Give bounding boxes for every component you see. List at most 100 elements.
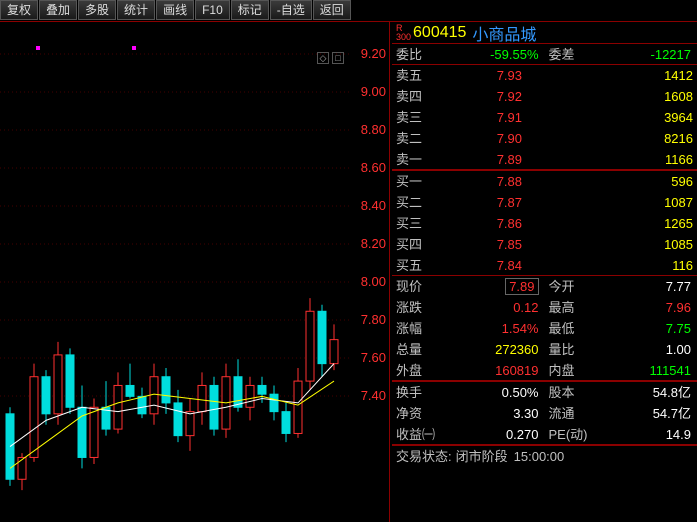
toolbar-button[interactable]: 画线 bbox=[156, 0, 194, 20]
order-row: 卖二7.908216 bbox=[392, 128, 697, 149]
stat-label: 今开 bbox=[545, 276, 589, 297]
order-price: 7.93 bbox=[436, 65, 526, 86]
order-label: 买四 bbox=[392, 234, 436, 255]
status-label: 交易状态: bbox=[396, 446, 452, 467]
stat-row: 净资3.30流通54.7亿 bbox=[392, 403, 697, 424]
stat-label: 内盘 bbox=[545, 360, 589, 380]
order-price: 7.90 bbox=[436, 128, 526, 149]
toolbar-button[interactable]: 复权 bbox=[0, 0, 38, 20]
order-volume: 1265 bbox=[526, 213, 697, 234]
candlestick-chart bbox=[0, 22, 350, 522]
stat-label: 量比 bbox=[545, 339, 589, 360]
order-row: 卖三7.913964 bbox=[392, 107, 697, 128]
stat-value: 7.96 bbox=[589, 297, 697, 318]
stat-value: 111541 bbox=[589, 360, 697, 380]
toolbar-button[interactable]: F10 bbox=[195, 0, 230, 20]
chart-control-icon[interactable]: □ bbox=[332, 52, 344, 64]
stat-value: 7.75 bbox=[589, 318, 697, 339]
stat-label: 总量 bbox=[392, 339, 436, 360]
yaxis-tick: 9.20 bbox=[351, 46, 386, 61]
toolbar-button[interactable]: 统计 bbox=[117, 0, 155, 20]
order-label: 买一 bbox=[392, 171, 436, 192]
order-row: 买一7.88596 bbox=[392, 171, 697, 192]
stock-title: R 300 600415 小商品城 bbox=[392, 22, 697, 44]
order-row: 卖四7.921608 bbox=[392, 86, 697, 107]
stat-value: 54.8亿 bbox=[589, 382, 697, 403]
order-volume: 1166 bbox=[526, 149, 697, 169]
order-row: 买四7.851085 bbox=[392, 234, 697, 255]
stat-row: 换手0.50%股本54.8亿 bbox=[392, 382, 697, 403]
quote-panel: R 300 600415 小商品城 委比 -59.55% 委差 -12217 卖… bbox=[390, 22, 697, 522]
commission-ratio-value: -59.55% bbox=[436, 44, 545, 64]
commission-diff-value: -12217 bbox=[589, 44, 697, 64]
stat-label: 外盘 bbox=[392, 360, 436, 380]
toolbar-button[interactable]: 多股 bbox=[78, 0, 116, 20]
stat-label: 最高 bbox=[545, 297, 589, 318]
stat-label: 最低 bbox=[545, 318, 589, 339]
yaxis-tick: 8.20 bbox=[351, 236, 386, 251]
order-volume: 1608 bbox=[526, 86, 697, 107]
stat-row: 总量272360量比1.00 bbox=[392, 339, 697, 360]
stat-label: 流通 bbox=[545, 403, 589, 424]
status-time: 15:00:00 bbox=[514, 446, 565, 467]
stat-label: 换手 bbox=[392, 382, 436, 403]
order-label: 卖五 bbox=[392, 65, 436, 86]
stat-row: 现价7.89今开7.77 bbox=[392, 276, 697, 297]
stat-label: 净资 bbox=[392, 403, 436, 424]
stock-code[interactable]: 600415 bbox=[413, 24, 466, 42]
order-volume: 1085 bbox=[526, 234, 697, 255]
order-volume: 116 bbox=[526, 255, 697, 275]
order-row: 买三7.861265 bbox=[392, 213, 697, 234]
order-row: 卖五7.931412 bbox=[392, 65, 697, 86]
status-value: 闭市阶段 bbox=[456, 446, 508, 467]
yaxis-tick: 7.40 bbox=[351, 388, 386, 403]
toolbar-button[interactable]: 返回 bbox=[313, 0, 351, 20]
stat-value: 14.9 bbox=[589, 424, 697, 444]
toolbar: 复权叠加多股统计画线F10标记-自选返回 bbox=[0, 0, 697, 22]
yaxis-tick: 8.60 bbox=[351, 160, 386, 175]
stat-row: 外盘160819内盘111541 bbox=[392, 360, 697, 381]
yaxis-tick: 7.60 bbox=[351, 350, 386, 365]
stock-name[interactable]: 小商品城 bbox=[472, 21, 536, 45]
chart-mini-controls: ◇ □ bbox=[317, 52, 344, 64]
order-label: 卖三 bbox=[392, 107, 436, 128]
stat-value: 1.00 bbox=[589, 339, 697, 360]
order-volume: 1412 bbox=[526, 65, 697, 86]
stat-label: 股本 bbox=[545, 382, 589, 403]
order-label: 买五 bbox=[392, 255, 436, 275]
yaxis-tick: 7.80 bbox=[351, 312, 386, 327]
stat-row: 涨跌0.12最高7.96 bbox=[392, 297, 697, 318]
stat-label: PE(动) bbox=[545, 424, 589, 444]
toolbar-button[interactable]: -自选 bbox=[270, 0, 312, 20]
order-price: 7.85 bbox=[436, 234, 526, 255]
yaxis-tick: 9.00 bbox=[351, 84, 386, 99]
stat-value: 0.270 bbox=[436, 424, 545, 444]
stat-row: 收益㈠0.270PE(动)14.9 bbox=[392, 424, 697, 445]
order-label: 卖二 bbox=[392, 128, 436, 149]
stat-row: 涨幅1.54%最低7.75 bbox=[392, 318, 697, 339]
commission-ratio-label: 委比 bbox=[392, 44, 436, 64]
stat-label: 涨跌 bbox=[392, 297, 436, 318]
order-row: 买五7.84116 bbox=[392, 255, 697, 276]
trading-status-row: 交易状态: 闭市阶段 15:00:00 bbox=[392, 446, 697, 467]
index-marker-300: 300 bbox=[396, 33, 411, 42]
order-price: 7.92 bbox=[436, 86, 526, 107]
yaxis-tick: 8.80 bbox=[351, 122, 386, 137]
stat-label: 收益㈠ bbox=[392, 424, 436, 444]
stat-value: 160819 bbox=[436, 360, 545, 380]
chart-area[interactable]: 9.209.008.808.608.408.208.007.807.607.40… bbox=[0, 22, 390, 522]
toolbar-button[interactable]: 叠加 bbox=[39, 0, 77, 20]
order-label: 卖一 bbox=[392, 149, 436, 169]
stat-value: 0.12 bbox=[436, 297, 545, 318]
commission-row: 委比 -59.55% 委差 -12217 bbox=[392, 44, 697, 65]
chart-control-icon[interactable]: ◇ bbox=[317, 52, 329, 64]
order-row: 卖一7.891166 bbox=[392, 149, 697, 170]
yaxis-tick: 8.40 bbox=[351, 198, 386, 213]
stat-value: 54.7亿 bbox=[589, 403, 697, 424]
stat-label: 现价 bbox=[392, 276, 436, 297]
stat-value: 7.77 bbox=[589, 276, 697, 297]
order-price: 7.89 bbox=[436, 149, 526, 169]
order-price: 7.87 bbox=[436, 192, 526, 213]
toolbar-button[interactable]: 标记 bbox=[231, 0, 269, 20]
order-label: 买三 bbox=[392, 213, 436, 234]
